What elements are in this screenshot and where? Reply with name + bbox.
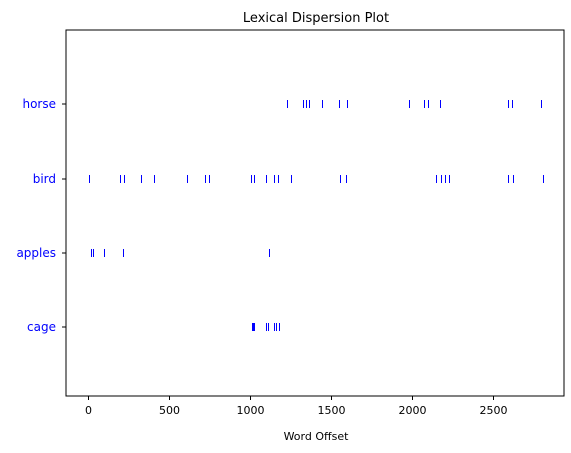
category-labels: horse bird apples cage	[16, 97, 66, 334]
category-label-bird: bird	[33, 172, 56, 186]
x-tick-label: 2500	[480, 404, 508, 417]
chart-title: Lexical Dispersion Plot	[243, 11, 389, 26]
x-tick-label: 0	[85, 404, 92, 417]
category-label-apples: apples	[16, 246, 56, 260]
x-tick-label: 500	[159, 404, 180, 417]
x-tick-label: 1500	[318, 404, 346, 417]
series-markers	[89, 100, 544, 331]
plot-frame	[65, 29, 565, 397]
category-label-horse: horse	[22, 97, 56, 111]
x-axis-label: Word Offset	[284, 430, 350, 443]
category-label-cage: cage	[27, 320, 56, 334]
x-tick-label: 1000	[237, 404, 265, 417]
x-tick-label: 2000	[399, 404, 427, 417]
x-axis-ticks: 0 500 1000 1500 2000 2500	[85, 396, 508, 417]
